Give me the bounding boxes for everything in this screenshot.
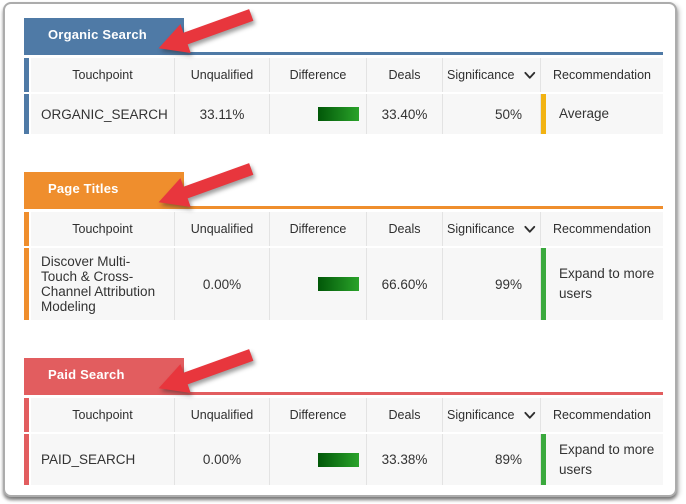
deals-cell: 66.60% <box>366 248 442 320</box>
difference-cell <box>269 434 366 486</box>
difference-bar <box>318 452 359 467</box>
chevron-down-icon[interactable] <box>524 71 536 80</box>
difference-bar <box>318 107 359 121</box>
column-header-unqualified: Unqualified <box>174 58 269 92</box>
recommendation-status-bar <box>541 248 546 320</box>
recommendation-cell: Expand to more users <box>540 434 663 486</box>
table-row: PAID_SEARCH 0.00% 33.38% 89% Expand to m… <box>24 434 663 486</box>
touchpoint-table-group: Paid Search Touchpoint Unqualified Diffe… <box>24 349 663 486</box>
table-header-row: Touchpoint Unqualified Difference Deals … <box>24 398 663 432</box>
table-header-row: Touchpoint Unqualified Difference Deals … <box>24 58 663 92</box>
screenshot-frame: Organic Search Touchpoint Unqualified Di… <box>3 2 677 497</box>
touchpoint-table-group: Page Titles Touchpoint Unqualified Diffe… <box>24 163 663 320</box>
column-header-deals: Deals <box>366 58 442 92</box>
column-header-difference: Difference <box>269 398 366 432</box>
touchpoint-cell: ORGANIC_SEARCH <box>41 106 168 122</box>
table-row: ORGANIC_SEARCH 33.11% 33.40% 50% Average <box>24 94 663 134</box>
table-row: Discover Multi-Touch & Cross-Channel Att… <box>24 248 663 320</box>
difference-cell <box>269 94 366 134</box>
recommendation-cell: Expand to more users <box>540 248 663 320</box>
section-tab-bar: Page Titles <box>24 172 663 209</box>
difference-cell <box>269 248 366 320</box>
significance-cell: 50% <box>442 94 540 134</box>
column-header-recommendation: Recommendation <box>540 58 663 92</box>
recommendation-text: Expand to more users <box>559 442 655 477</box>
recommendation-text: Expand to more users <box>559 266 655 301</box>
column-header-touchpoint: Touchpoint <box>72 408 133 422</box>
recommendation-status-bar <box>541 94 546 134</box>
significance-cell: 99% <box>442 248 540 320</box>
column-header-recommendation: Recommendation <box>540 212 663 246</box>
unqualified-cell: 33.11% <box>174 94 269 134</box>
column-header-difference: Difference <box>269 58 366 92</box>
significance-label: Significance <box>447 408 515 422</box>
column-header-difference: Difference <box>269 212 366 246</box>
touchpoint-cell: PAID_SEARCH <box>41 452 136 468</box>
significance-label: Significance <box>447 68 515 82</box>
column-header-deals: Deals <box>366 212 442 246</box>
significance-cell: 89% <box>442 434 540 486</box>
column-header-significance[interactable]: Significance <box>442 212 540 246</box>
report-content: Organic Search Touchpoint Unqualified Di… <box>5 4 675 486</box>
recommendation-text: Average <box>559 106 610 122</box>
touchpoint-table-group: Organic Search Touchpoint Unqualified Di… <box>24 9 663 134</box>
touchpoint-cell: Discover Multi-Touch & Cross-Channel Att… <box>41 254 156 314</box>
section-tab-bar: Organic Search <box>24 18 663 55</box>
table-header-row: Touchpoint Unqualified Difference Deals … <box>24 212 663 246</box>
deals-cell: 33.38% <box>366 434 442 486</box>
recommendation-cell: Average <box>540 94 663 134</box>
section-tab[interactable]: Paid Search <box>24 358 184 392</box>
difference-bar <box>318 277 359 291</box>
deals-cell: 33.40% <box>366 94 442 134</box>
column-header-significance[interactable]: Significance <box>442 58 540 92</box>
column-header-recommendation: Recommendation <box>540 398 663 432</box>
significance-label: Significance <box>447 222 515 236</box>
column-header-unqualified: Unqualified <box>174 212 269 246</box>
section-tab-bar: Paid Search <box>24 358 663 395</box>
chevron-down-icon[interactable] <box>524 411 536 420</box>
column-header-touchpoint: Touchpoint <box>72 68 133 82</box>
column-header-touchpoint: Touchpoint <box>72 222 133 236</box>
unqualified-cell: 0.00% <box>174 434 269 486</box>
unqualified-cell: 0.00% <box>174 248 269 320</box>
tables-container: Organic Search Touchpoint Unqualified Di… <box>24 9 675 486</box>
column-header-unqualified: Unqualified <box>174 398 269 432</box>
recommendation-status-bar <box>541 434 546 486</box>
section-tab[interactable]: Organic Search <box>24 18 184 52</box>
section-tab[interactable]: Page Titles <box>24 172 184 206</box>
column-header-deals: Deals <box>366 398 442 432</box>
chevron-down-icon[interactable] <box>524 225 536 234</box>
column-header-significance[interactable]: Significance <box>442 398 540 432</box>
